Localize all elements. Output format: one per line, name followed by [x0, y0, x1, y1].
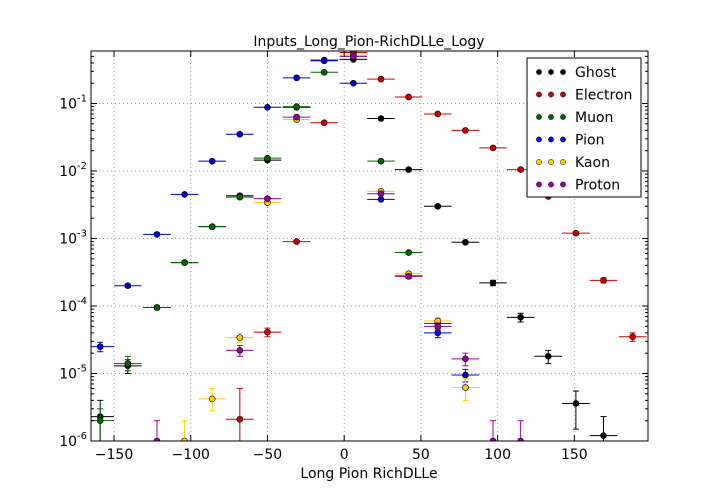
data-point-pion: [367, 196, 395, 203]
data-point-muon: [394, 249, 423, 256]
x-tick-label: 150: [561, 447, 588, 463]
legend-label: Pion: [575, 133, 604, 149]
data-point-pion: [310, 57, 339, 65]
data-point-electron: [618, 332, 647, 342]
legend-item-electron: Electron: [536, 88, 632, 104]
data-point-proton: [479, 420, 507, 441]
data-point-pion: [339, 79, 368, 87]
data-point-electron: [310, 119, 339, 126]
legend-label: Muon: [575, 110, 613, 126]
x-tick-label: 0: [340, 447, 349, 463]
data-point-electron: [479, 144, 507, 152]
y-tick-label: 10-3: [59, 229, 87, 248]
data-point-ghost: [451, 238, 480, 246]
data-point-ghost: [562, 390, 590, 430]
data-point-electron: [589, 277, 618, 284]
data-point-ghost: [394, 166, 423, 173]
data-point-proton: [143, 420, 171, 441]
series-proton: [143, 53, 535, 441]
data-point-muon: [198, 223, 227, 230]
data-point-pion: [282, 74, 311, 82]
data-point-electron: [423, 110, 452, 118]
data-point-pion: [198, 157, 227, 165]
data-point-proton: [451, 352, 480, 367]
data-point-kaon: [170, 420, 199, 441]
y-tick-label: 10-1: [59, 94, 87, 113]
x-tick-label: −150: [95, 447, 133, 463]
data-point-pion: [253, 103, 282, 111]
data-point-kaon: [226, 333, 254, 343]
legend-item-muon: Muon: [536, 110, 613, 126]
data-point-muon: [226, 193, 254, 201]
data-point-pion: [170, 191, 199, 198]
data-point-proton: [506, 420, 535, 441]
y-tick-label: 10-4: [59, 296, 87, 315]
x-tick-label: −100: [172, 447, 210, 463]
data-point-proton: [282, 113, 311, 121]
data-point-electron: [282, 238, 311, 245]
data-point-ghost: [423, 203, 452, 210]
series-muon: [91, 69, 452, 441]
legend-label: Electron: [575, 88, 632, 104]
chart-title: Inputs_Long_Pion-RichDLLe_Logy: [253, 34, 484, 50]
data-point-pion: [114, 282, 142, 289]
legend-item-proton: Proton: [536, 178, 620, 194]
x-tick-labels: −150 −100 −50 0 50 100 150: [95, 447, 588, 463]
data-point-muon: [143, 304, 171, 311]
data-point-proton: [394, 273, 423, 280]
plot-frame: [90, 50, 649, 442]
data-point-muon: [367, 157, 395, 165]
data-point-muon: [310, 69, 339, 76]
data-point-kaon: [198, 387, 227, 412]
data-point-electron: [562, 229, 590, 237]
x-axis-label: Long Pion RichDLLe: [300, 466, 437, 482]
data-point-proton: [226, 344, 254, 357]
x-tick-label: 50: [412, 447, 430, 463]
data-point-electron: [451, 127, 480, 134]
grid: [91, 51, 648, 442]
data-point-ghost: [506, 312, 535, 323]
data-point-ghost: [479, 279, 507, 287]
data-point-electron: [394, 93, 423, 101]
axes-ticks: [91, 51, 648, 442]
legend-label: Ghost: [575, 65, 617, 81]
data-point-pion: [143, 231, 171, 238]
legend: Ghost Electron Muon Pion Kaon Proton: [526, 57, 642, 198]
data-point-muon: [282, 103, 311, 110]
data-point-electron: [226, 387, 254, 441]
data-point-pion: [226, 130, 254, 138]
data-point-muon: [253, 154, 282, 162]
data-point-proton: [253, 195, 282, 202]
plot-area: [91, 51, 647, 441]
data-point-kaon: [451, 378, 480, 401]
data-point-muon: [170, 259, 199, 266]
legend-label: Proton: [575, 178, 620, 194]
legend-label: Kaon: [575, 155, 610, 171]
legend-item-kaon: Kaon: [536, 155, 610, 171]
y-tick-label: 10-6: [59, 431, 87, 450]
y-tick-label: 10-2: [59, 161, 87, 180]
x-tick-label: 100: [484, 447, 511, 463]
y-tick-label: 10-5: [59, 364, 87, 383]
data-point-electron: [367, 75, 395, 83]
data-point-ghost: [367, 115, 395, 122]
data-point-ghost: [534, 349, 563, 365]
y-tick-labels: 10-6 10-5 10-4 10-3 10-2 10-1: [59, 94, 87, 450]
legend-item-pion: Pion: [536, 133, 604, 149]
x-tick-label: −50: [253, 447, 283, 463]
legend-box: [526, 57, 642, 198]
data-point-proton: [423, 322, 452, 331]
data-point-muon: [114, 355, 142, 372]
data-point-ghost: [589, 416, 618, 441]
legend-item-ghost: Ghost: [536, 65, 617, 81]
data-point-proton: [367, 190, 395, 198]
data-point-electron: [253, 327, 282, 338]
